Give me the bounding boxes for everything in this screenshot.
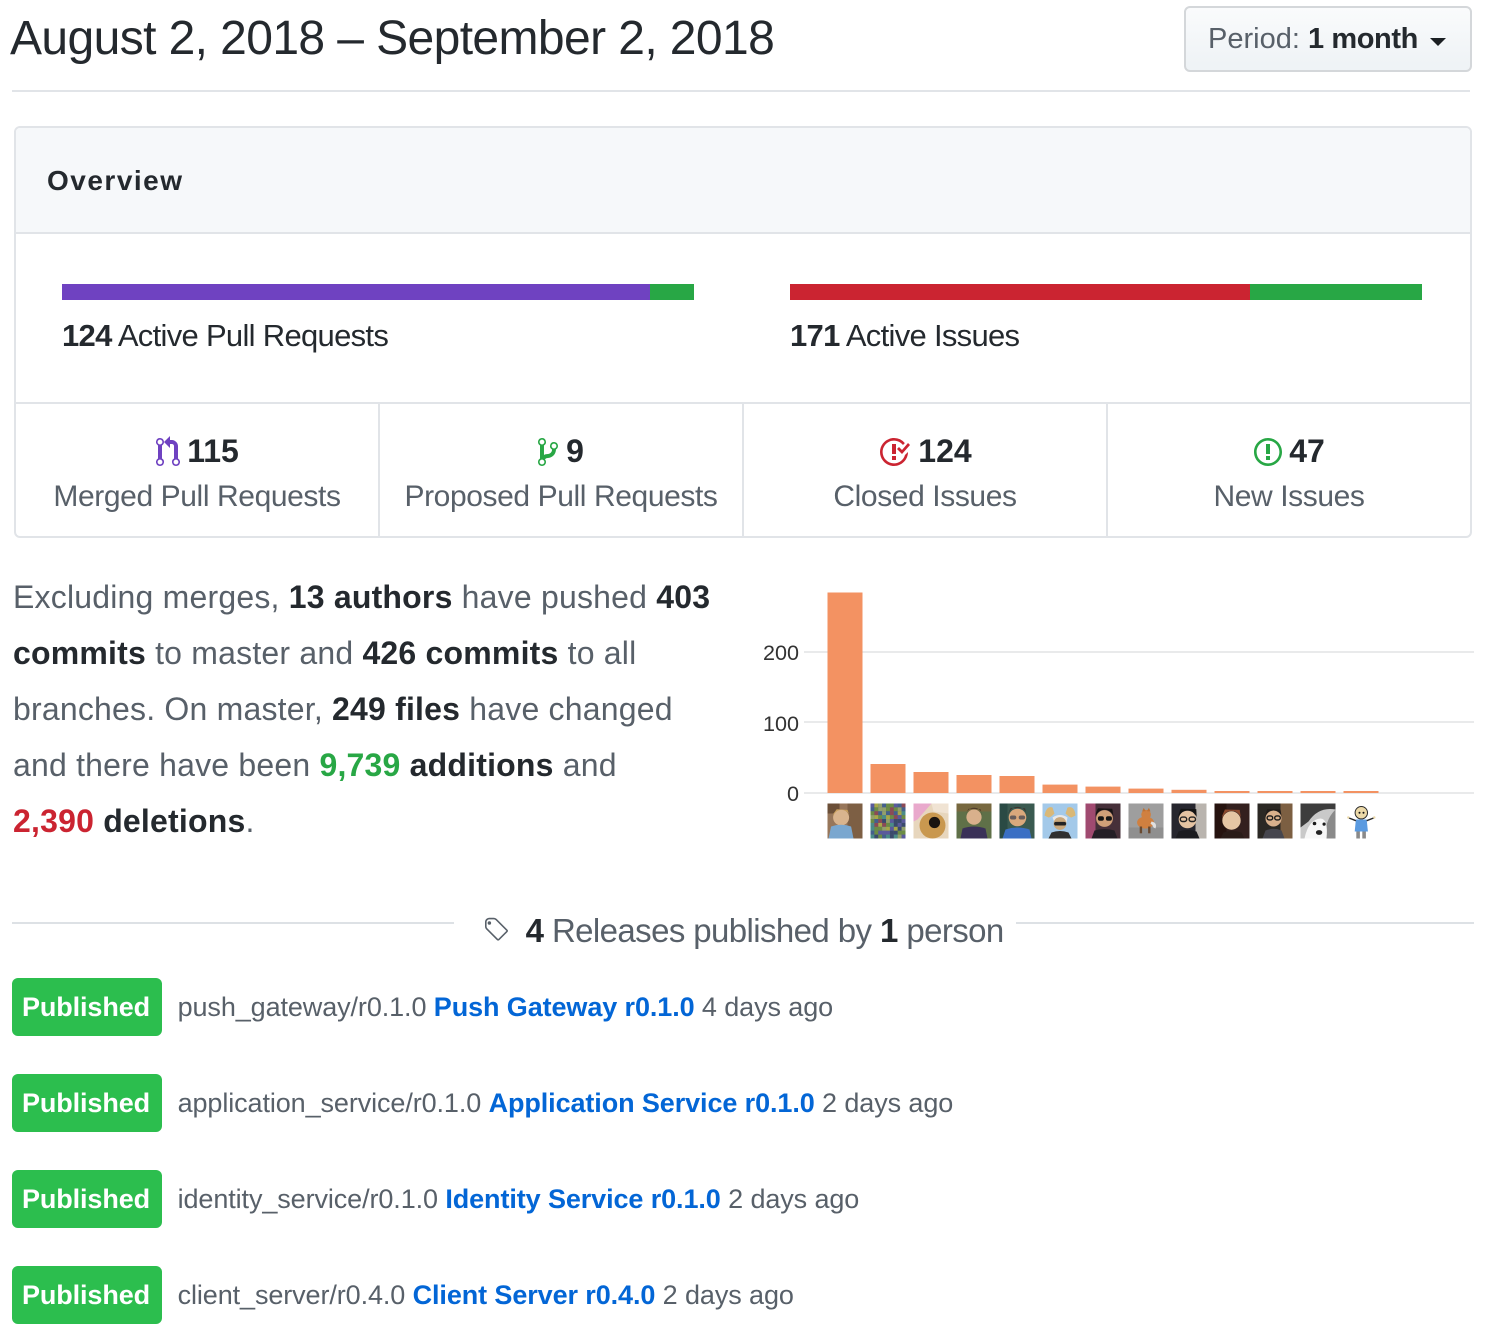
svg-text:0: 0 [787, 781, 799, 806]
svg-text:100: 100 [763, 711, 799, 736]
svg-text:200: 200 [763, 640, 799, 665]
